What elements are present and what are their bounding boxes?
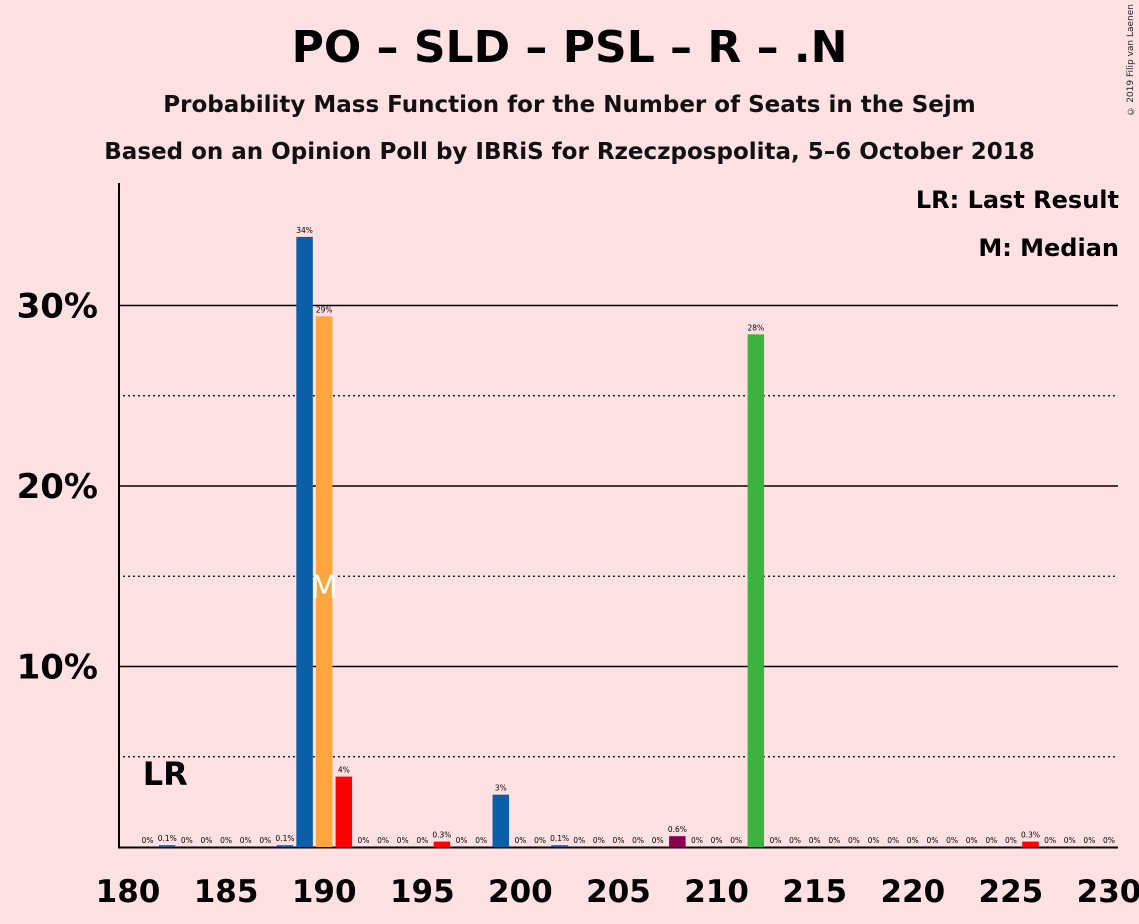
- data-label-seat-205: 0%: [613, 836, 625, 845]
- data-label-seat-195: 0%: [416, 836, 428, 845]
- median-marker: M: [310, 568, 338, 606]
- data-label-seat-181: 0%: [142, 836, 154, 845]
- bar-seat-208: [669, 836, 686, 847]
- data-label-seat-221: 0%: [926, 836, 938, 845]
- bar-seat-188: [276, 845, 294, 847]
- data-label-seat-215: 0%: [809, 836, 821, 845]
- data-label-seat-222: 0%: [946, 836, 958, 845]
- chart-source-line: Based on an Opinion Poll by IBRiS for Rz…: [104, 139, 1035, 165]
- data-label-seat-226: 0.3%: [1021, 831, 1040, 840]
- bar-seat-191: [335, 776, 353, 847]
- data-label-seat-207: 0%: [652, 836, 664, 845]
- x-tick-label: 230: [1077, 874, 1139, 910]
- data-label-seat-227: 0%: [1044, 836, 1056, 845]
- bar-seat-182: [158, 845, 176, 847]
- bar-seat-190: [315, 316, 333, 848]
- data-label-seat-217: 0%: [848, 836, 860, 845]
- data-label-seat-194: 0%: [397, 836, 409, 845]
- data-label-seat-212: 28%: [748, 323, 765, 332]
- data-label-seat-211: 0%: [730, 836, 742, 845]
- data-label-seat-198: 0%: [475, 836, 487, 845]
- data-label-seat-189: 34%: [296, 226, 313, 235]
- data-label-seat-206: 0%: [632, 836, 644, 845]
- data-label-seat-196: 0.3%: [432, 831, 451, 840]
- bar-seat-226: [1022, 841, 1039, 847]
- data-label-seat-182: 0.1%: [158, 834, 177, 843]
- data-label-seat-225: 0%: [1005, 836, 1017, 845]
- data-label-seat-229: 0%: [1083, 836, 1095, 845]
- data-label-seat-209: 0%: [691, 836, 703, 845]
- data-label-seat-218: 0%: [868, 836, 880, 845]
- data-label-seat-187: 0%: [259, 836, 271, 845]
- y-tick-label: 10%: [17, 648, 98, 688]
- last-result-marker: LR: [143, 755, 188, 793]
- data-label-seat-188: 0.1%: [275, 834, 294, 843]
- data-label-seat-191: 4%: [338, 766, 350, 775]
- data-label-seat-216: 0%: [828, 836, 840, 845]
- bar-seat-202: [551, 845, 568, 847]
- data-label-seat-203: 0%: [573, 836, 585, 845]
- x-tick-label: 180: [96, 874, 161, 910]
- data-label-seat-210: 0%: [711, 836, 723, 845]
- data-label-seat-193: 0%: [377, 836, 389, 845]
- bar-seat-199: [492, 794, 510, 847]
- legend-median: M: Median: [978, 234, 1119, 262]
- data-label-seat-220: 0%: [907, 836, 919, 845]
- chart-title: PO – SLD – PSL – R – .N: [291, 22, 848, 73]
- data-label-seat-208: 0.6%: [668, 825, 687, 834]
- x-tick-label: 190: [292, 874, 357, 910]
- x-tick-label: 210: [684, 874, 749, 910]
- x-tick-label: 225: [979, 874, 1044, 910]
- data-label-seat-201: 0%: [534, 836, 546, 845]
- data-label-seat-204: 0%: [593, 836, 605, 845]
- data-label-seat-186: 0%: [240, 836, 252, 845]
- data-label-seat-230: 0%: [1103, 836, 1115, 845]
- bar-seat-196: [433, 841, 451, 847]
- x-tick-label: 215: [782, 874, 847, 910]
- chart-subtitle: Probability Mass Function for the Number…: [163, 92, 976, 118]
- x-tick-label: 220: [880, 874, 945, 910]
- data-label-seat-184: 0%: [201, 836, 213, 845]
- data-label-seat-192: 0%: [357, 836, 369, 845]
- data-label-seat-199: 3%: [495, 784, 507, 793]
- data-label-seat-224: 0%: [985, 836, 997, 845]
- data-label-seat-213: 0%: [770, 836, 782, 845]
- y-tick-label: 30%: [17, 287, 98, 327]
- bar-seat-189: [296, 236, 313, 847]
- data-label-seat-200: 0%: [514, 836, 526, 845]
- x-tick-label: 195: [390, 874, 455, 910]
- x-tick-label: 205: [586, 874, 651, 910]
- legend-last-result: LR: Last Result: [915, 186, 1119, 214]
- data-label-seat-214: 0%: [789, 836, 801, 845]
- y-tick-label: 20%: [17, 467, 98, 507]
- data-label-seat-185: 0%: [220, 836, 232, 845]
- data-label-seat-190: 29%: [316, 305, 333, 314]
- data-label-seat-219: 0%: [887, 836, 899, 845]
- x-tick-label: 200: [488, 874, 553, 910]
- bar-seat-212: [747, 334, 765, 847]
- data-label-seat-228: 0%: [1064, 836, 1076, 845]
- x-tick-label: 185: [194, 874, 259, 910]
- data-label-seat-223: 0%: [966, 836, 978, 845]
- data-label-seat-183: 0%: [181, 836, 193, 845]
- data-label-seat-197: 0%: [456, 836, 468, 845]
- data-label-seat-202: 0.1%: [550, 834, 569, 843]
